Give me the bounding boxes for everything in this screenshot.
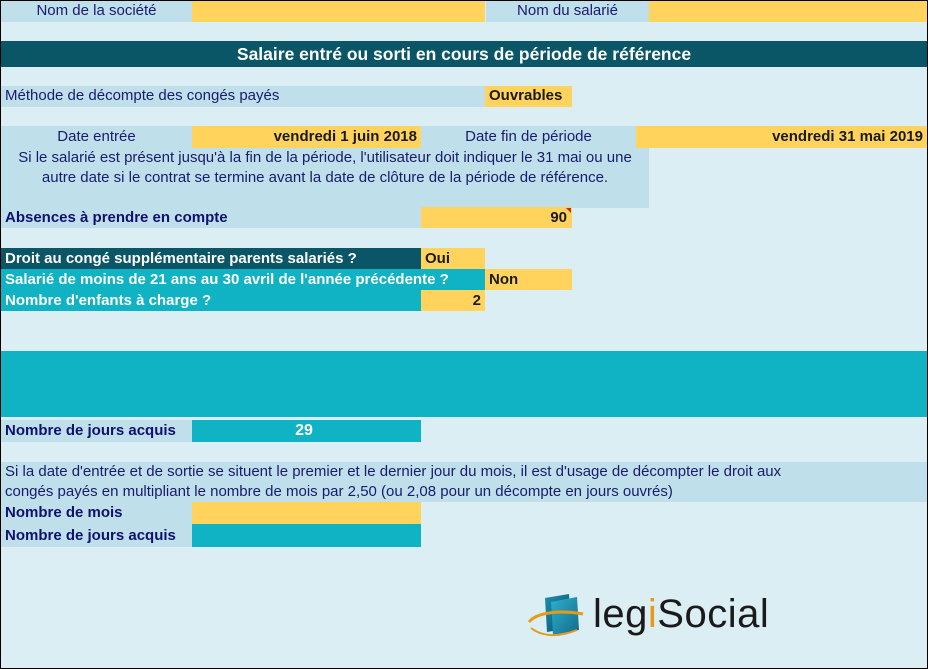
employee-input[interactable] <box>649 1 927 22</box>
result-label: Nombre de jours acquis <box>1 420 192 442</box>
legisocial-logo: legiSocial <box>527 588 787 644</box>
children-input[interactable]: 2 <box>421 290 485 311</box>
absences-input[interactable]: 90 <box>421 207 572 228</box>
months-input[interactable] <box>192 502 421 524</box>
result-value: 29 <box>192 420 421 442</box>
children-label: Nombre d'enfants à charge ? <box>1 290 421 311</box>
logo-mark-icon <box>527 594 584 636</box>
under21-select[interactable]: Non <box>485 269 572 290</box>
company-input[interactable] <box>192 1 485 22</box>
employee-label: Nom du salarié <box>486 1 649 22</box>
method-select[interactable]: Ouvrables <box>485 86 572 107</box>
monthly-note-line1: Si la date d'entrée et de sortie se situ… <box>5 463 782 480</box>
monthly-days-value <box>192 524 421 547</box>
under21-label: Salarié de moins de 21 ans au 30 avril d… <box>1 269 485 290</box>
page-title: Salaire entré ou sorti en cours de pério… <box>1 41 927 67</box>
parents-right-label: Droit au congé supplémentaire parents sa… <box>1 248 421 269</box>
company-label: Nom de la société <box>1 1 192 22</box>
logo-text-social: Social <box>657 592 770 636</box>
result-number: 29 <box>295 422 313 439</box>
comment-indicator-icon <box>566 208 571 213</box>
logo-text-legi: legi <box>593 592 658 636</box>
dates-note-line1: Si le salarié est présent jusqu'à la fin… <box>18 149 632 166</box>
absences-value: 90 <box>550 209 567 226</box>
method-label: Méthode de décompte des congés payés <box>1 86 485 107</box>
logo-wordmark: legiSocial <box>593 592 769 636</box>
entry-date-label: Date entrée <box>57 128 136 145</box>
end-date-label: Date fin de période <box>465 128 592 145</box>
entry-date-input[interactable]: vendredi 1 juin 2018 <box>192 126 421 148</box>
monthly-note-line2: congés payés en multipliant le nombre de… <box>5 483 673 500</box>
monthly-note-block <box>1 462 927 502</box>
monthly-days-label: Nombre de jours acquis <box>1 524 192 547</box>
absences-label: Absences à prendre en compte <box>1 207 421 228</box>
logo-letter-i: i <box>647 592 658 636</box>
teal-band <box>1 351 927 417</box>
months-label: Nombre de mois <box>1 502 192 524</box>
dates-note-line2: autre date si le contrat se termine avan… <box>41 169 609 186</box>
parents-right-select[interactable]: Oui <box>421 248 485 269</box>
end-date-input[interactable]: vendredi 31 mai 2019 <box>636 126 927 148</box>
